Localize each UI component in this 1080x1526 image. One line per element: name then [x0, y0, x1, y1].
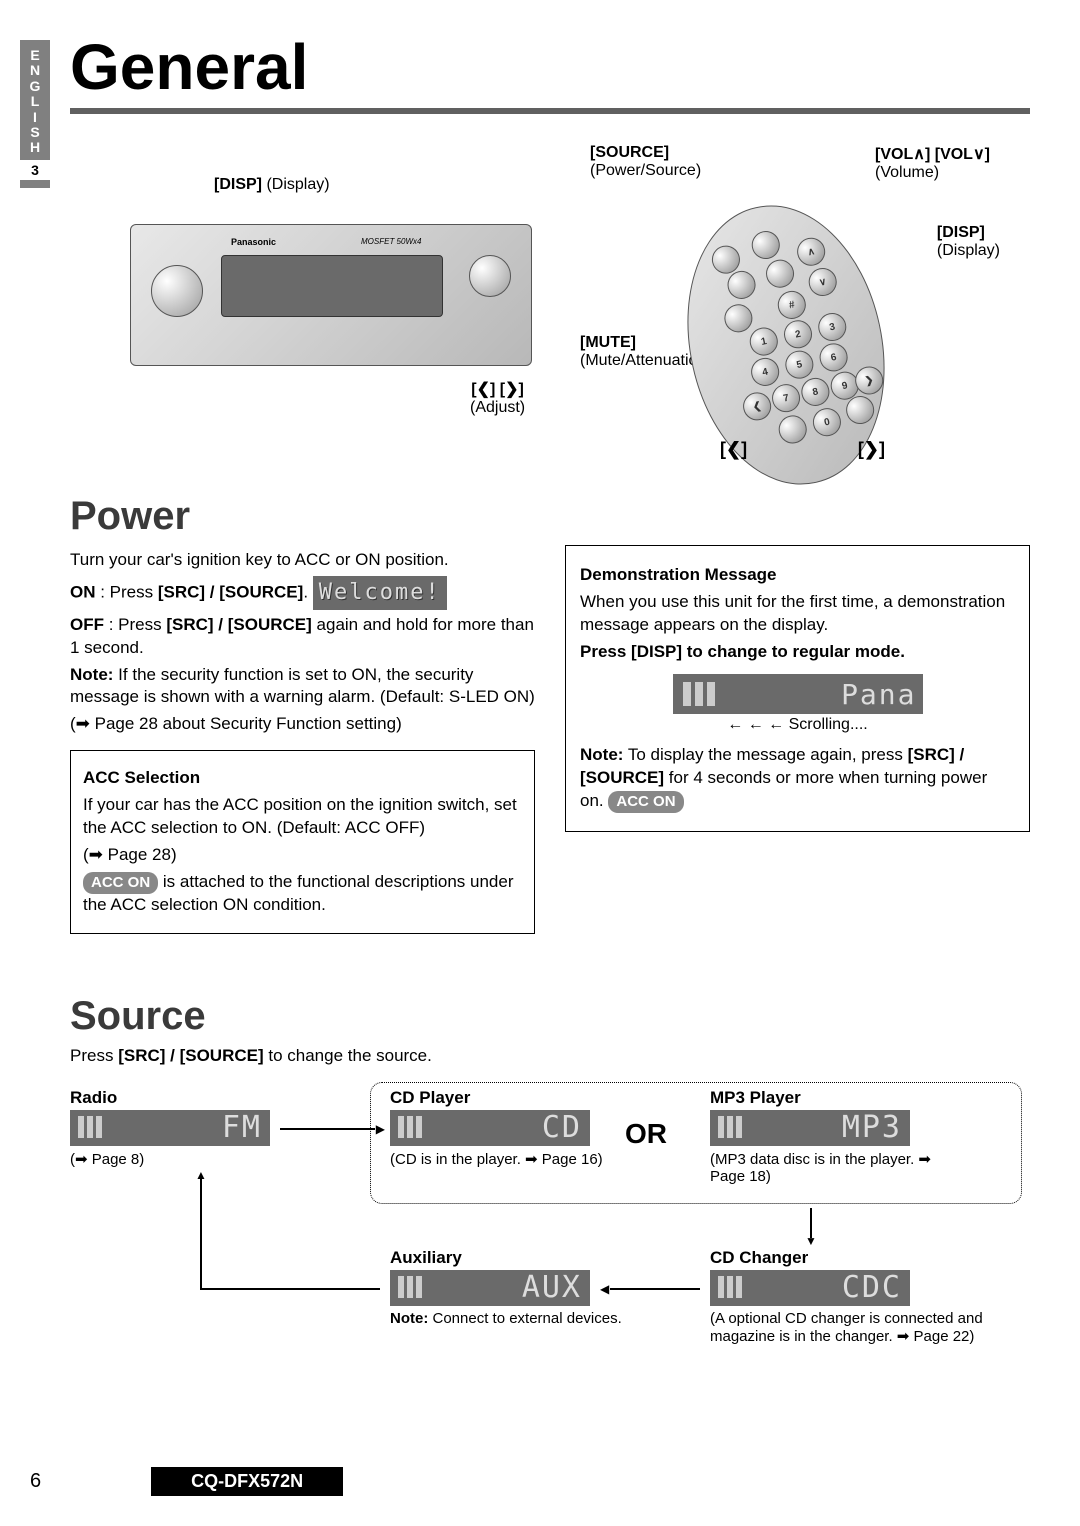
cd-display: CD [390, 1110, 590, 1146]
cdc-note: (A optional CD changer is connected and … [710, 1310, 990, 1345]
page-title: General [70, 30, 1030, 104]
power-intro: Turn your car's ignition key to ACC or O… [70, 549, 535, 572]
remote-diagram: [SOURCE](Power/Source) [VOL∧] [VOL∨](Vol… [560, 144, 1030, 464]
acc-on-pill: ACC ON [83, 872, 158, 894]
remote-btn-mute [722, 302, 755, 335]
aux-display: AUX [390, 1270, 590, 1306]
footer: 6 CQ-DFX572N [30, 1467, 343, 1496]
flow-aux: Auxiliary AUX Note: Connect to external … [390, 1248, 630, 1327]
source-intro: Press [SRC] / [SOURCE] to change the sou… [70, 1045, 1030, 1068]
remote-btn-source [725, 268, 758, 301]
label-adjust: [❮] [❯](Adjust) [470, 379, 525, 417]
flow-cd: CD Player CD (CD is in the player. ➡ Pag… [390, 1088, 610, 1168]
cdc-title: CD Changer [710, 1248, 990, 1268]
remote-btn-hash: # [775, 288, 808, 321]
cd-title: CD Player [390, 1088, 610, 1108]
aux-title: Auxiliary [390, 1248, 630, 1268]
remote-btn-8: 8 [799, 375, 832, 408]
or-text: OR [625, 1118, 667, 1150]
remote-btn-lt: ❮ [741, 390, 774, 423]
label-lt: [❮] [720, 439, 747, 460]
stereo-knob-left [151, 265, 203, 317]
mp3-display: MP3 [710, 1110, 910, 1146]
arrow-aux-radio [200, 1178, 202, 1290]
label-disp-remote: [DISP](Display) [937, 224, 1000, 260]
remote-btn-0: 0 [810, 406, 843, 439]
scroll-text: Pana [841, 678, 916, 711]
acc-page: (➡ Page 28) [83, 844, 522, 867]
arrow-group-cdc [810, 1208, 812, 1238]
page-number: 6 [30, 1470, 41, 1493]
power-heading: Power [70, 494, 1030, 539]
demo-note: Note: To display the message again, pres… [580, 744, 1015, 813]
arrow-cdc-aux [610, 1288, 700, 1290]
remote-btn-3: 3 [816, 310, 849, 343]
aux-note: Note: Connect to external devices. [390, 1310, 630, 1327]
title-divider [70, 108, 1030, 114]
stereo-diagram: [DISP] (Display) Panasonic MOSFET 50Wx4 … [70, 144, 540, 464]
label-vol: [VOL∧] [VOL∨](Volume) [875, 144, 990, 182]
source-heading: Source [70, 994, 1030, 1039]
label-disp: [DISP] (Display) [210, 174, 334, 196]
label-source: [SOURCE](Power/Source) [590, 144, 701, 180]
power-on-line: ON : Press [SRC] / [SOURCE]. Welcome! [70, 576, 535, 610]
arrow-aux-h [200, 1288, 380, 1290]
mp3-title: MP3 Player [710, 1088, 970, 1108]
arrow-radio-cd [280, 1128, 375, 1130]
model-bar: CQ-DFX572N [151, 1467, 343, 1496]
remote-btn-sel [763, 257, 796, 290]
scroll-arrows: ← ← ← Scrolling.... [580, 716, 1015, 734]
acc-title: ACC Selection [83, 768, 200, 787]
demo-text2: Press [DISP] to change to regular mode. [580, 642, 905, 661]
remote-btn-6: 6 [817, 341, 850, 374]
acc-box: ACC Selection If your car has the ACC po… [70, 750, 535, 934]
stereo-brand: Panasonic [231, 237, 276, 247]
cdc-display: CDC [710, 1270, 910, 1306]
remote-btn-menu [749, 228, 782, 261]
remote-btn-2: 2 [781, 318, 814, 351]
acc-text1: If your car has the ACC position on the … [83, 794, 522, 840]
scroll-bars-icon [683, 682, 715, 706]
power-off-line: OFF : Press [SRC] / [SOURCE] again and h… [70, 614, 535, 660]
remote-btn-down: ∨ [806, 265, 839, 298]
diagram-row: [DISP] (Display) Panasonic MOSFET 50Wx4 … [70, 144, 1030, 464]
acc-text2-line: ACC ON is attached to the functional des… [83, 871, 522, 917]
label-gt: [❯] [858, 439, 885, 460]
remote-btn-7: 7 [769, 382, 802, 415]
stereo-unit: Panasonic MOSFET 50Wx4 [130, 224, 532, 366]
tab-number: 3 [20, 160, 50, 180]
demo-acc-pill: ACC ON [608, 791, 683, 813]
source-flow: Radio FM (➡ Page 8) CD Player CD (CD is … [70, 1088, 1030, 1418]
power-note: Note: If the security function is set to… [70, 664, 535, 710]
remote-btn-gt: ❯ [853, 364, 886, 397]
remote-btn-4: 4 [749, 355, 782, 388]
scroll-display: Pana [673, 674, 923, 714]
language-tab: ENGLISH 3 [20, 40, 50, 188]
remote-btn-band [776, 413, 809, 446]
remote-btn-5: 5 [783, 348, 816, 381]
flow-mp3: MP3 Player MP3 (MP3 data disc is in the … [710, 1088, 970, 1185]
radio-note: (➡ Page 8) [70, 1150, 340, 1168]
stereo-screen [221, 255, 443, 317]
mp3-note: (MP3 data disc is in the player. ➡ Page … [710, 1150, 970, 1185]
demo-text1: When you use this unit for the first tim… [580, 591, 1015, 637]
power-note-page: (➡ Page 28 about Security Function setti… [70, 713, 535, 736]
demo-title: Demonstration Message [580, 565, 777, 584]
stereo-knob-right [469, 255, 511, 297]
radio-title: Radio [70, 1088, 340, 1108]
cd-note: (CD is in the player. ➡ Page 16) [390, 1150, 610, 1168]
stereo-mosfet: MOSFET 50Wx4 [361, 237, 421, 246]
remote-btn-up: ∧ [795, 235, 828, 268]
flow-cdc: CD Changer CDC (A optional CD changer is… [710, 1248, 990, 1345]
radio-display: FM [70, 1110, 270, 1146]
welcome-display: Welcome! [313, 576, 447, 610]
demo-box: Demonstration Message When you use this … [565, 545, 1030, 832]
remote-btn-1: 1 [747, 325, 780, 358]
language-text: ENGLISH [20, 48, 50, 156]
